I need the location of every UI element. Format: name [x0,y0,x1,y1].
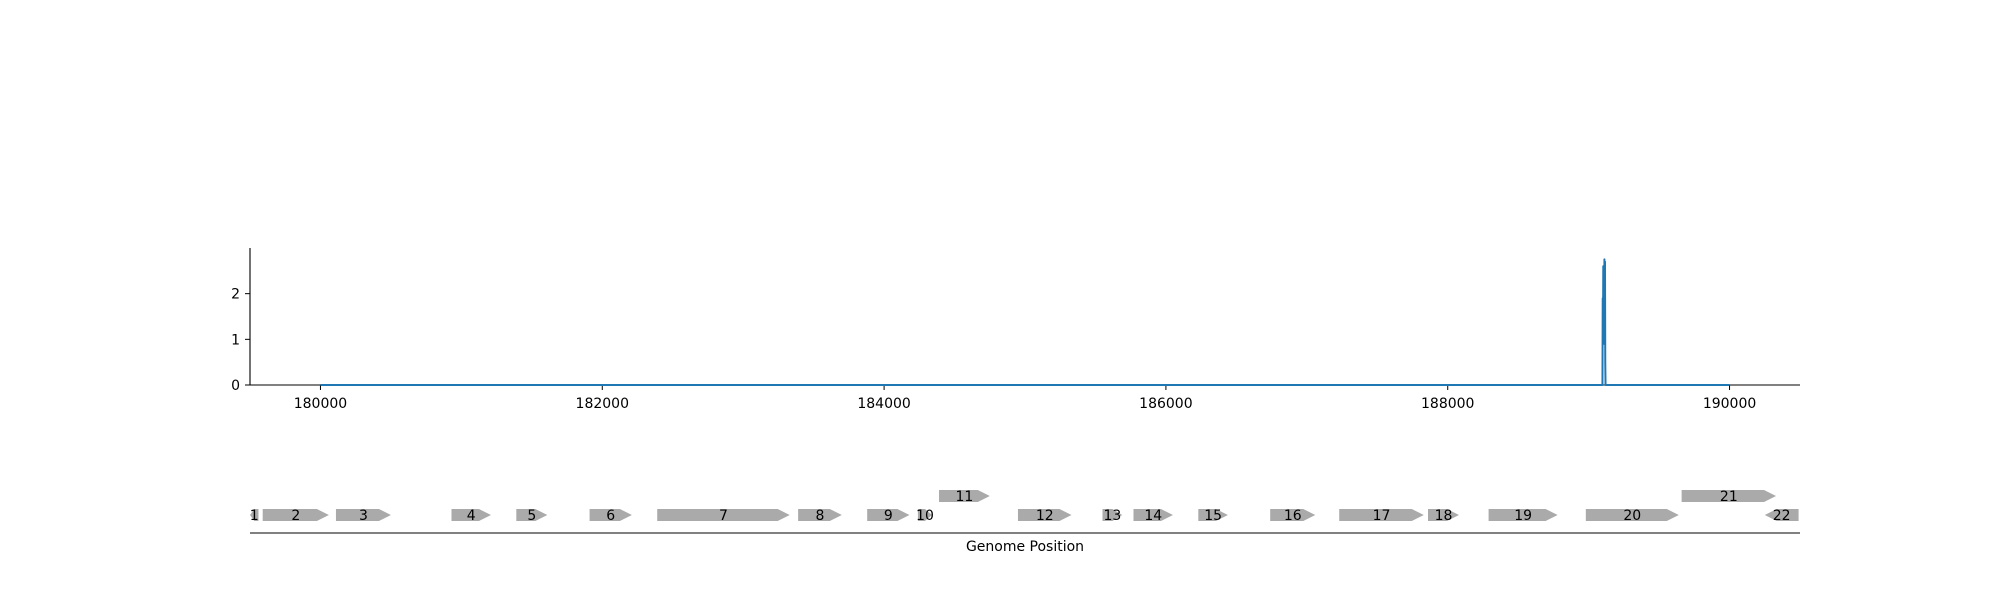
gene-arrow[interactable] [1017,509,1072,521]
x-tick-label: 180000 [294,396,347,412]
gene-label: 12 [1036,508,1054,524]
gene-label: 3 [359,508,368,524]
gene-arrow[interactable] [1102,509,1123,521]
gene-label: 17 [1373,508,1391,524]
gene-arrow[interactable] [1681,490,1777,502]
gene-label: 4 [467,508,476,524]
gene-arrow[interactable] [1270,509,1316,521]
gene-arrow[interactable] [262,509,329,521]
gene-label: 16 [1284,508,1302,524]
gene-arrow[interactable] [1133,509,1173,521]
y-tick-label: 1 [231,332,240,348]
gene-arrow[interactable] [867,509,910,521]
gene-label: 2 [291,508,300,524]
y-tick-label: 2 [231,287,240,303]
gene-label: 13 [1103,508,1121,524]
gene-label: 19 [1514,508,1532,524]
gene-label: 8 [816,508,825,524]
gene-arrow[interactable] [250,509,259,521]
gene-arrow[interactable] [516,509,548,521]
gene-label: 15 [1204,508,1222,524]
coverage-plot: 180000 182000 184000 186000 188000 190000 0 1 2 [231,248,1800,412]
gene-arrow[interactable] [1198,509,1228,521]
gene-arrow[interactable] [589,509,632,521]
gene-arrow[interactable] [917,509,932,521]
gene-label: 9 [884,508,893,524]
gene-label: 1 [250,508,259,524]
gene-label: 14 [1144,508,1162,524]
gene-label: 7 [719,508,728,524]
x-tick-label: 190000 [1703,396,1756,412]
coverage-line [320,258,1730,386]
gene-label: 10 [916,508,934,524]
x-tick-label: 182000 [576,396,629,412]
gene-arrow[interactable] [939,490,990,502]
gene-arrow[interactable] [657,509,790,521]
gene-arrow[interactable] [1428,509,1459,521]
gene-label: 22 [1773,508,1791,524]
gene-arrow[interactable] [451,509,491,521]
gene-label: 20 [1623,508,1641,524]
x-tick-label: 188000 [1421,396,1474,412]
gene-arrow[interactable] [1488,509,1558,521]
gene-label: 11 [955,489,973,505]
gene-label: 21 [1720,489,1738,505]
gene-label: 5 [527,508,536,524]
x-tick-label: 184000 [857,396,910,412]
y-tick-label: 0 [231,378,240,394]
x-tick-label: 186000 [1139,396,1192,412]
x-axis-title: Genome Position [966,539,1084,555]
gene-arrow[interactable] [1764,509,1799,521]
gene-label: 18 [1435,508,1453,524]
gene-arrow[interactable] [1585,509,1679,521]
gene-arrow[interactable] [1339,509,1424,521]
gene-arrow[interactable] [798,509,842,521]
gene-label: 6 [606,508,615,524]
gene-arrow[interactable] [335,509,391,521]
